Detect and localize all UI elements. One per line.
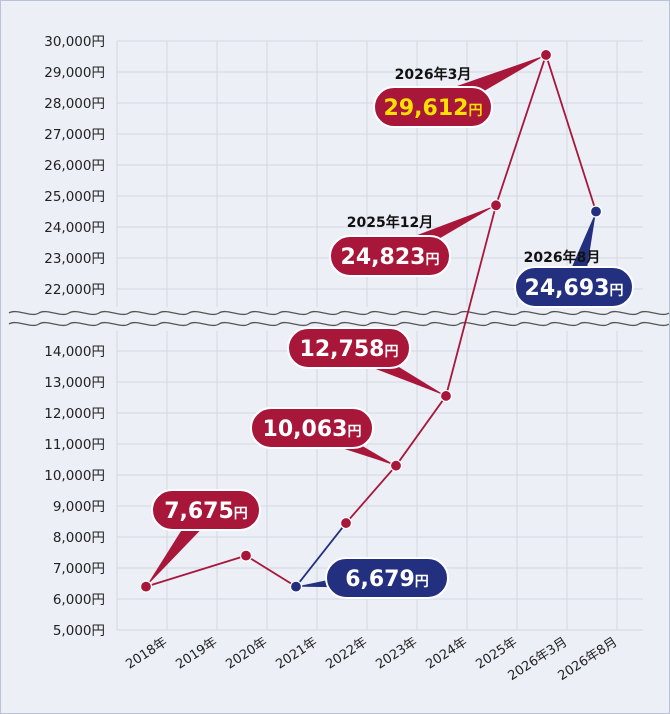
callout-label: 6,679円 — [345, 567, 429, 592]
series-line-segment — [345, 465, 397, 524]
x-tick-label: 2023年 — [373, 635, 420, 673]
y-tick-label: 7,000円 — [53, 561, 105, 577]
y-tick-label: 22,000円 — [44, 282, 105, 298]
x-tick-label: 2022年 — [323, 635, 370, 673]
data-point — [239, 549, 253, 562]
callout-label: 24,823円 — [341, 245, 440, 270]
callout-bubble — [514, 266, 634, 308]
x-tick-label: 2019年 — [173, 635, 220, 673]
callout-bubble — [325, 557, 449, 599]
y-tick-label: 5,000円 — [53, 623, 105, 639]
x-tick-label: 2018年 — [123, 635, 170, 673]
y-tick-label: 29,000円 — [44, 65, 105, 81]
callout-caption: 2026年8月 — [524, 249, 601, 266]
series-line-segment — [495, 54, 547, 206]
y-tick-label: 26,000円 — [44, 158, 105, 174]
callout-label: 24,693円 — [525, 276, 624, 301]
y-tick-label: 6,000円 — [53, 592, 105, 608]
callout-label: 29,612円 — [384, 96, 483, 121]
data-point — [339, 516, 353, 530]
x-tick-label: 2020年 — [223, 635, 270, 673]
y-tick-label: 23,000円 — [44, 251, 105, 267]
series-line-segment — [295, 522, 347, 588]
callout-label: 10,063円 — [263, 417, 362, 442]
axis-break-wave — [8, 321, 669, 327]
y-tick-label: 28,000円 — [44, 96, 105, 112]
series-line-segment — [395, 395, 447, 467]
data-point — [489, 199, 503, 212]
y-tick-label: 12,000円 — [44, 406, 105, 422]
data-point — [539, 48, 553, 62]
y-tick-label: 27,000円 — [44, 127, 105, 143]
y-tick-label: 13,000円 — [44, 375, 105, 391]
data-point — [589, 205, 603, 218]
y-tick-label: 30,000円 — [44, 34, 105, 50]
axis-break-wave — [8, 310, 669, 316]
series-line-segment — [545, 54, 597, 212]
x-tick-label: 2021年 — [273, 635, 320, 673]
callout-caption: 2026年3月 — [395, 66, 472, 83]
y-tick-label: 25,000円 — [44, 189, 105, 205]
data-point — [389, 459, 403, 472]
callout-bubble — [373, 86, 493, 128]
y-tick-label: 24,000円 — [44, 220, 105, 236]
callout-label: 12,758円 — [300, 337, 399, 362]
y-tick-label: 10,000円 — [44, 468, 105, 484]
callout-label: 7,675円 — [164, 499, 248, 524]
y-tick-label: 9,000円 — [53, 499, 105, 515]
callout-bubble — [329, 235, 451, 277]
y-tick-label: 8,000円 — [53, 530, 105, 546]
series-line-segment — [145, 554, 247, 588]
callout-bubble — [151, 489, 261, 531]
callout-bubble — [287, 327, 411, 369]
series-line-segment — [245, 554, 297, 588]
series-line-segment — [445, 205, 497, 397]
y-tick-label: 14,000円 — [44, 344, 105, 360]
data-point — [439, 389, 453, 403]
x-tick-label: 2024年 — [423, 635, 470, 673]
data-point — [289, 580, 303, 593]
callout-caption: 2025年12月 — [347, 214, 433, 231]
callout-bubble — [250, 407, 374, 449]
y-tick-label: 11,000円 — [44, 437, 105, 453]
data-point — [139, 580, 153, 593]
